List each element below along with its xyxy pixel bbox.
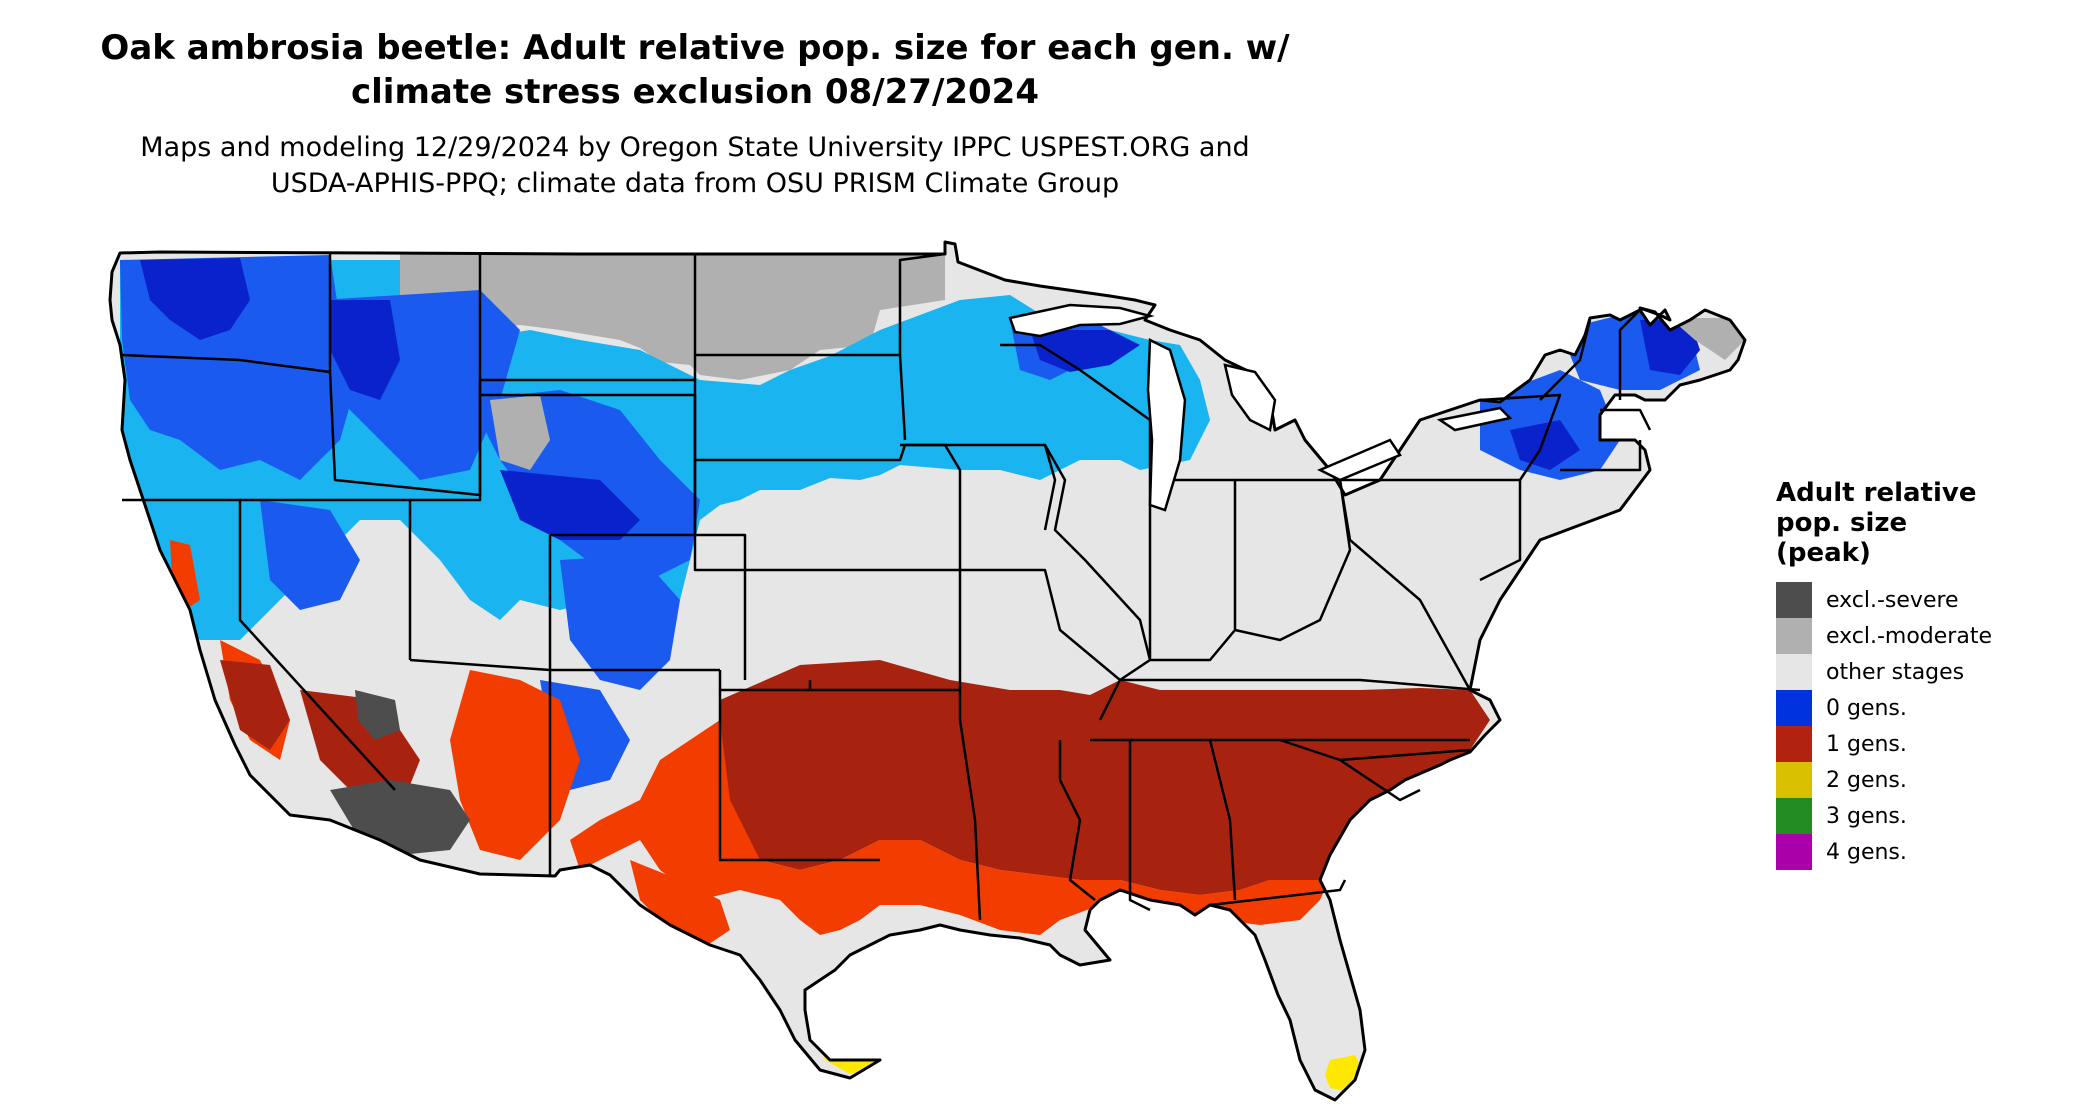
legend-swatch <box>1776 726 1812 762</box>
lake-erie <box>1317 438 1402 482</box>
border-ms-al <box>1128 740 1151 912</box>
border-mn-west <box>898 252 946 355</box>
legend-title-line: Adult relative <box>1776 478 1977 508</box>
legend-item: 1 gens. <box>1776 726 2076 762</box>
border-dakotas-west <box>693 254 747 680</box>
border-ar-ms <box>1058 740 1096 901</box>
border-ca-nv <box>122 498 396 791</box>
region-dark-red-southeast <box>720 660 1490 895</box>
border-wv-va <box>1338 479 1472 691</box>
region-excl-moderate-rockies <box>490 395 550 470</box>
legend-label: 2 gens. <box>1826 767 1907 793</box>
legend-item: other stages <box>1776 654 2076 690</box>
lake-superior <box>1008 303 1155 338</box>
legend-swatch <box>1776 690 1812 726</box>
region-deep-blue-idaho <box>330 300 400 400</box>
region-excl-severe-southwest <box>330 780 470 855</box>
great-lakes <box>1008 303 1513 512</box>
border-ny <box>1378 393 1562 481</box>
region-orange-red-south <box>570 720 1350 935</box>
legend-label: excl.-moderate <box>1826 623 1992 649</box>
region-deep-blue-wyoming <box>500 470 640 540</box>
region-excl-moderate-maine <box>1670 318 1745 360</box>
border-or-wa <box>121 353 331 374</box>
map-subtitle-line-1: Maps and modeling 12/29/2024 by Oregon S… <box>140 132 1250 163</box>
legend-label: 4 gens. <box>1826 839 1907 865</box>
border-mo <box>960 568 1122 721</box>
border-al-ga <box>1208 739 1237 901</box>
lake-michigan <box>1146 338 1187 512</box>
legend-label: other stages <box>1826 659 1965 685</box>
legend-item: 4 gens. <box>1776 834 2076 870</box>
region-orange-red-texas-west <box>630 860 730 950</box>
legend-swatch <box>1776 654 1812 690</box>
border-sd-ne <box>695 444 907 462</box>
legend-item: 0 gens. <box>1776 690 2076 726</box>
legend-label: excl.-severe <box>1826 587 1959 613</box>
border-nh-me <box>1618 309 1641 400</box>
map-legend: Adult relative pop. size (peak) excl.-se… <box>1776 478 2076 870</box>
map-subtitle-line-2: USDA-APHIS-PPQ; climate data from OSU PR… <box>270 168 1120 199</box>
legend-swatch <box>1776 762 1812 798</box>
legend-label: 3 gens. <box>1826 803 1907 829</box>
map-fill-layers <box>110 242 1745 1100</box>
border-nm-tx <box>718 690 880 862</box>
region-excl-moderate-north <box>400 254 945 380</box>
border-oh <box>1234 478 1352 642</box>
map-title-line-1: Oak ambrosia beetle: Adult relative pop.… <box>100 28 1290 68</box>
border-pa <box>1340 478 1522 582</box>
border-ga-sc <box>1279 738 1421 802</box>
region-dark-red-california <box>220 660 290 750</box>
legend-swatch <box>1776 798 1812 834</box>
border-fl-north <box>1209 879 1347 907</box>
region-mid-blue-colorado <box>560 555 680 690</box>
legend-title: Adult relative pop. size (peak) <box>1776 478 2076 568</box>
border-vt <box>1539 319 1592 401</box>
border-ma-nh <box>1600 408 1652 431</box>
legend-title-line: (peak) <box>1776 538 1871 568</box>
region-deep-blue-maine <box>1640 320 1700 375</box>
region-deep-blue-michigan-up <box>1030 330 1140 372</box>
lake-huron <box>1223 363 1277 432</box>
border-tn-north <box>1120 678 1481 692</box>
region-excl-severe-nevada <box>355 690 400 740</box>
border-il-west <box>1043 444 1152 661</box>
legend-item: excl.-severe <box>1776 582 2076 618</box>
border-ct-ma <box>1560 440 1642 472</box>
legend-label: 1 gens. <box>1826 731 1907 757</box>
legend-item: excl.-moderate <box>1776 618 2076 654</box>
border-mn-ia <box>900 443 1057 531</box>
region-deep-blue-adirondacks <box>1510 420 1580 470</box>
legend-swatch <box>1776 582 1812 618</box>
map-title-line-2: climate stress exclusion 08/27/2024 <box>350 72 1039 112</box>
legend-item: 2 gens. <box>1776 762 2076 798</box>
border-wi <box>1000 343 1152 480</box>
border-nc-sc <box>1339 748 1471 762</box>
state-boundaries <box>121 252 1652 921</box>
legend-items: excl.-severe excl.-moderate other stages 0 … <box>1776 582 2076 870</box>
legend-swatch <box>1776 834 1812 870</box>
border-ok-tx-la <box>810 688 982 921</box>
legend-label: 0 gens. <box>1826 695 1907 721</box>
lake-ontario <box>1436 406 1513 432</box>
border-az-nm <box>409 658 552 875</box>
legend-item: 3 gens. <box>1776 798 2076 834</box>
legend-title-line: pop. size <box>1776 508 1908 538</box>
border-co-north <box>550 533 747 570</box>
region-orange-red-arizona-edge <box>450 670 580 860</box>
region-deep-blue-cascades <box>140 258 250 340</box>
legend-swatch <box>1776 618 1812 654</box>
border-ok-north <box>718 670 812 692</box>
region-mid-blue-great-basin <box>260 500 360 610</box>
